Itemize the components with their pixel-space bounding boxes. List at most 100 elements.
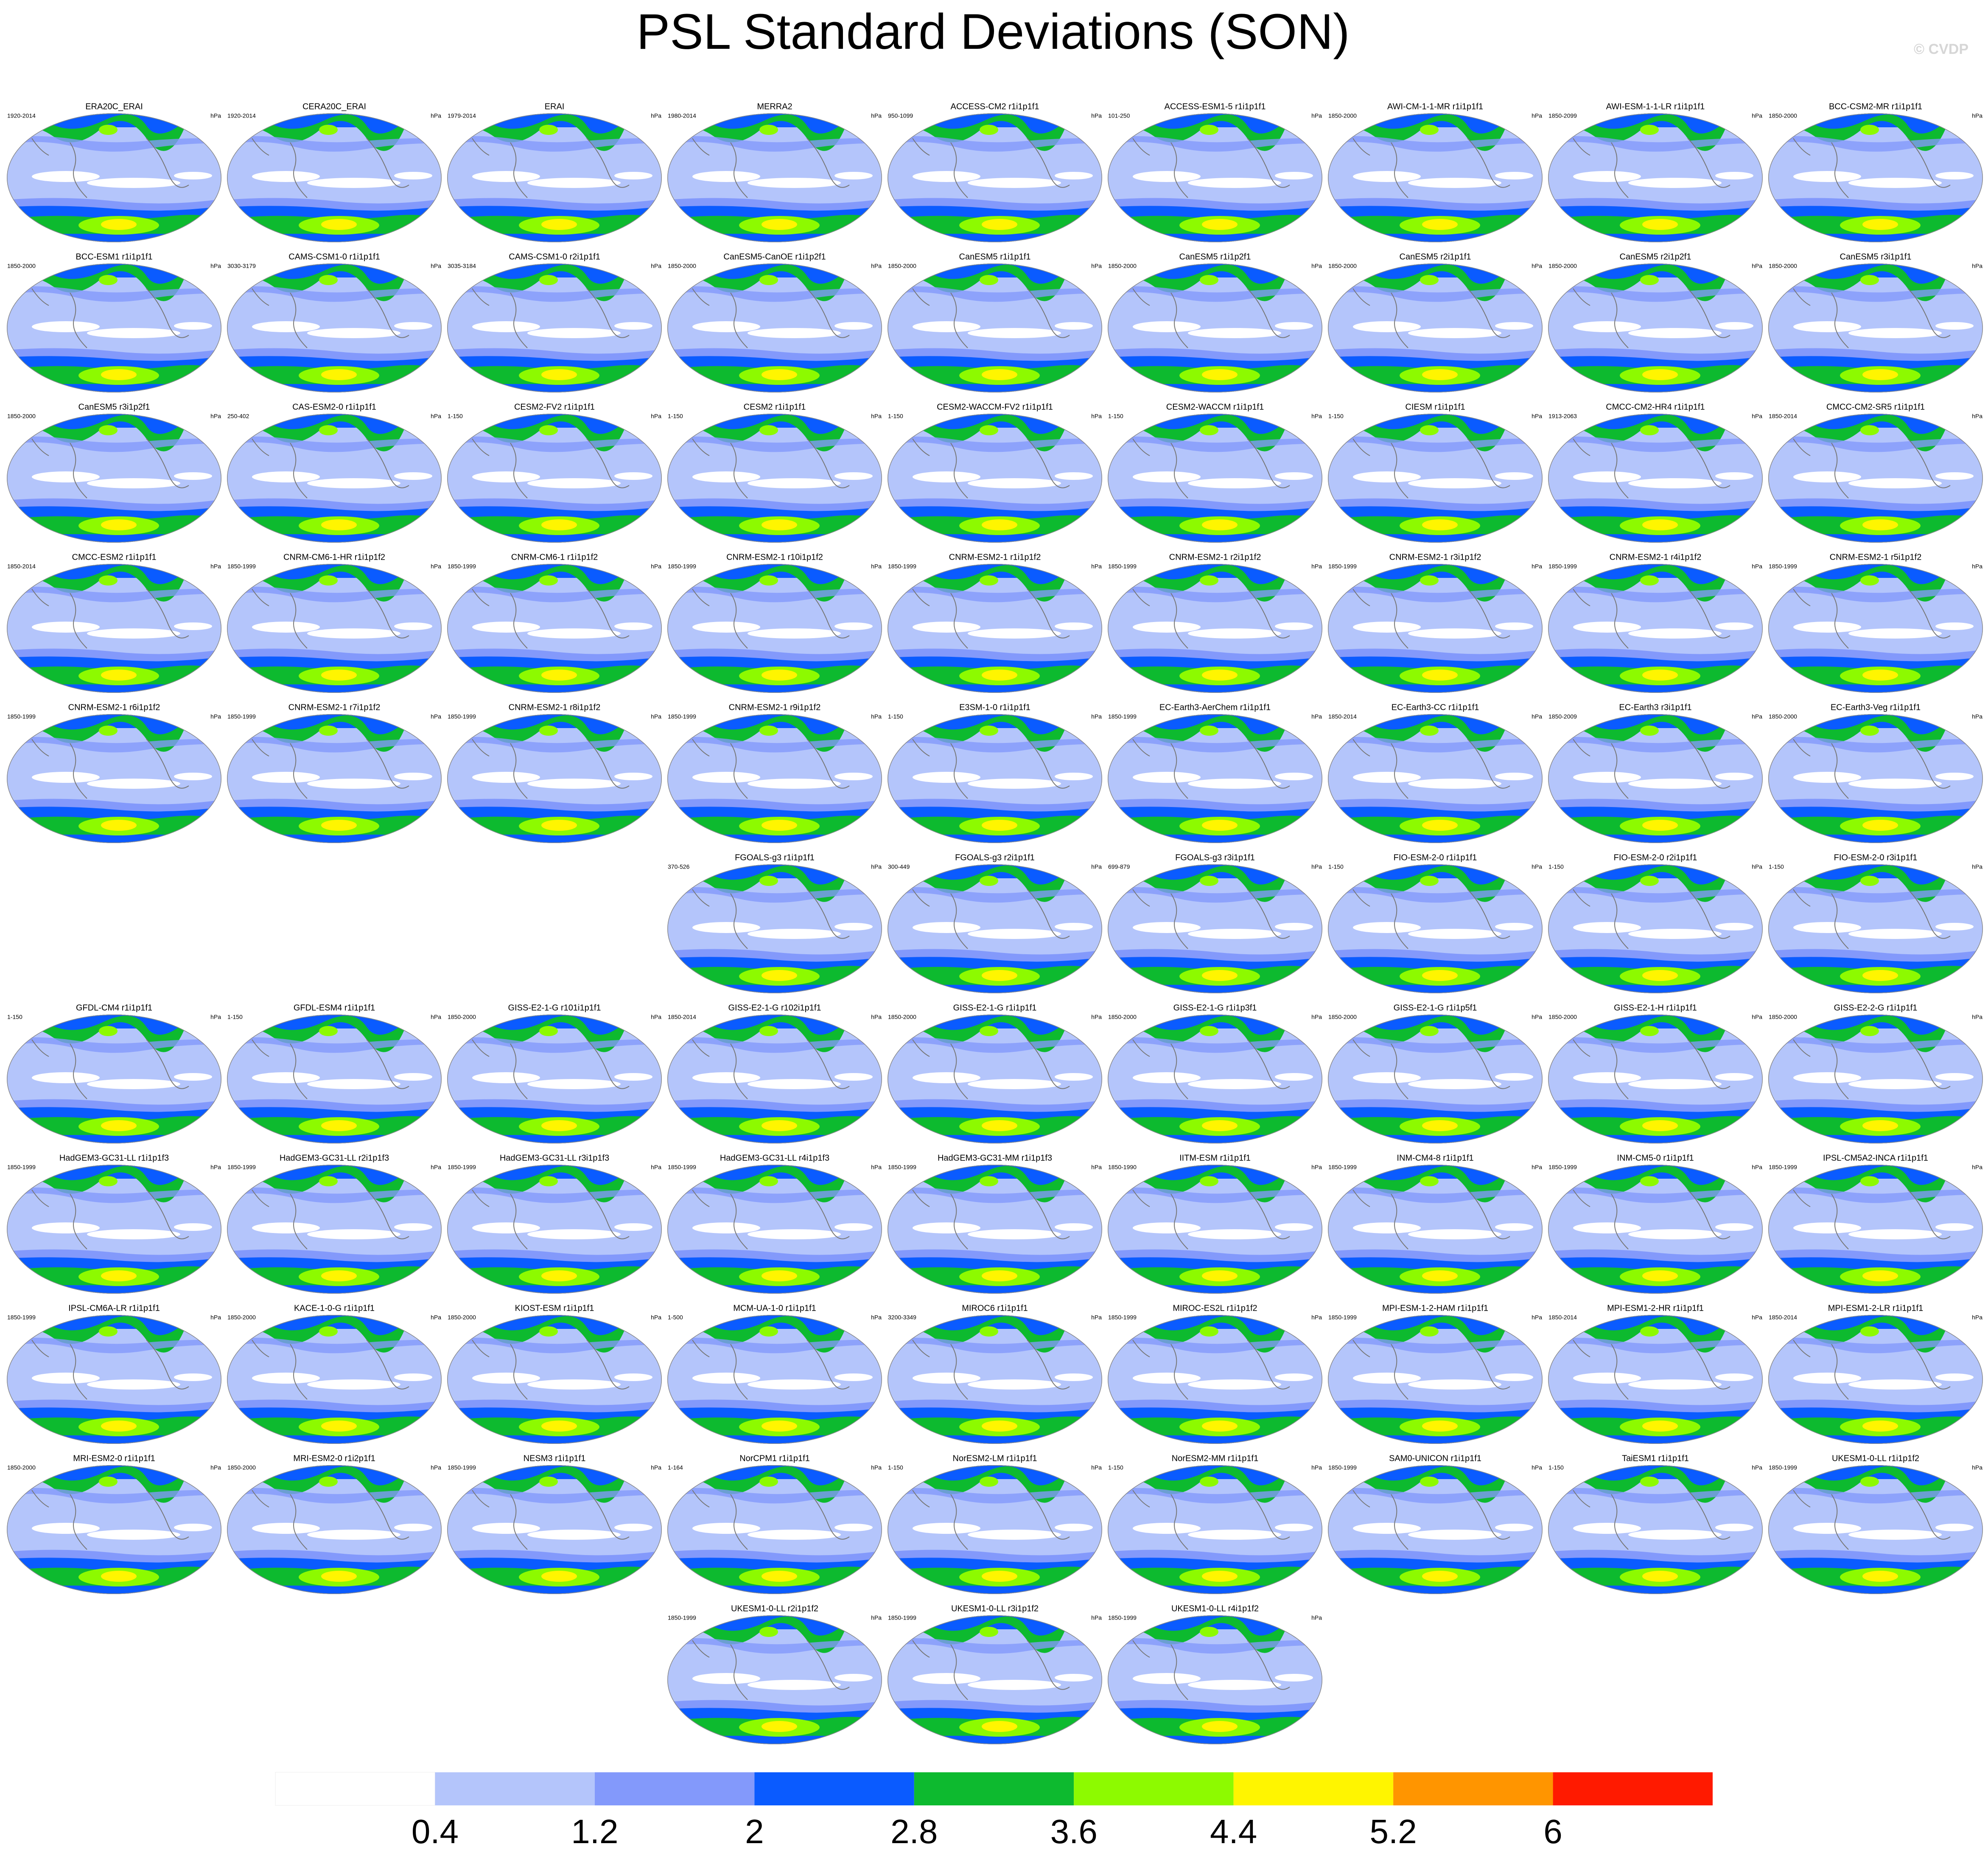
panel-period: 1850-2014: [1769, 413, 1797, 420]
panel-units: hPa: [651, 1014, 661, 1020]
map-panel: CNRM-ESM2-1 r3i1p1f2 1850-1999 hPa: [1327, 552, 1543, 693]
panel-units: hPa: [431, 1314, 441, 1321]
panel-units: hPa: [1972, 713, 1982, 720]
map-panel: CanESM5 r2i1p1f1 1850-2000 hPa: [1327, 252, 1543, 393]
panel-title: CIESM r1i1p1f1: [1405, 402, 1465, 412]
panel-units: hPa: [1752, 1464, 1762, 1471]
panel-units: hPa: [651, 713, 661, 720]
map: [1327, 1157, 1543, 1294]
map-panel: ERA20C_ERAI 1920-2014 hPa: [6, 102, 222, 243]
colorbar-label: 2: [745, 1813, 764, 1850]
map: [447, 706, 662, 844]
map-panel: GISS-E2-1-G r102i1p1f1 1850-2014 hPa: [667, 1003, 882, 1144]
panel-title: MRI-ESM2-0 r1i1p1f1: [73, 1454, 155, 1463]
panel-units: hPa: [1752, 1014, 1762, 1020]
panel-title: CanESM5-CanOE r1i1p2f1: [723, 252, 826, 261]
panel-period: 1850-2000: [1769, 1014, 1797, 1020]
panel-period: 1850-2000: [1328, 1014, 1357, 1020]
map-panel: CESM2-WACCM r1i1p1f1 1-150 hPa: [1107, 402, 1323, 543]
panel-period: 1-150: [1548, 863, 1564, 870]
panel-title: MIROC-ES2L r1i1p1f2: [1173, 1303, 1257, 1313]
map-panel: CAMS-CSM1-0 r1i1p1f1 3030-3179 hPa: [227, 252, 442, 393]
panel-period: 1850-1999: [7, 1164, 36, 1171]
panel-units: hPa: [871, 1164, 882, 1171]
map-panel: CanESM5 r3i1p1f1 1850-2000 hPa: [1768, 252, 1983, 393]
panel-title: INM-CM4-8 r1i1p1f1: [1397, 1153, 1473, 1163]
map-panel: FIO-ESM-2-0 r2i1p1f1 1-150 hPa: [1548, 853, 1763, 994]
map-panel: GFDL-CM4 r1i1p1f1 1-150 hPa: [6, 1003, 222, 1144]
panel-units: hPa: [1532, 1464, 1542, 1471]
panel-title: CNRM-ESM2-1 r6i1p1f2: [68, 703, 160, 712]
map: [1768, 706, 1983, 844]
panel-period: 101-250: [1108, 112, 1130, 119]
map: [6, 556, 222, 693]
colorbar-box: [1233, 1772, 1394, 1805]
panel-units: hPa: [651, 1314, 661, 1321]
panel-units: hPa: [431, 1164, 441, 1171]
panel-title: CMCC-CM2-HR4 r1i1p1f1: [1606, 402, 1705, 412]
panel-units: hPa: [1311, 1614, 1322, 1621]
panel-units: hPa: [431, 1014, 441, 1020]
panel-units: hPa: [1532, 1014, 1542, 1020]
panel-title: NorESM2-LM r1i1p1f1: [953, 1454, 1037, 1463]
panel-period: 1850-1999: [1328, 1464, 1357, 1471]
panel-title: HadGEM3-GC31-LL r1i1p1f3: [59, 1153, 169, 1163]
map: [227, 406, 442, 543]
panel-title: FIO-ESM-2-0 r2i1p1f1: [1614, 853, 1697, 862]
colorbar-label: 3.6: [1050, 1813, 1098, 1850]
map: [1107, 706, 1323, 844]
panel-title: UKESM1-0-LL r3i1p1f2: [951, 1604, 1039, 1613]
map-panel: CanESM5 r1i1p2f1 1850-2000 hPa: [1107, 252, 1323, 393]
panel-title: FIO-ESM-2-0 r3i1p1f1: [1834, 853, 1918, 862]
panel-title: AWI-ESM-1-1-LR r1i1p1f1: [1606, 102, 1705, 111]
panel-period: 1850-1999: [1328, 563, 1357, 570]
panel-units: hPa: [1752, 112, 1762, 119]
panel-period: 1-150: [448, 413, 463, 420]
panel-period: 1850-2014: [7, 563, 36, 570]
map: [227, 1007, 442, 1144]
map-panel: MIROC6 r1i1p1f1 3200-3349 hPa: [887, 1303, 1103, 1444]
map: [1768, 256, 1983, 393]
credit: © CVDP: [1914, 41, 1968, 57]
panel-title: FGOALS-g3 r1i1p1f1: [735, 853, 815, 862]
panel-units: hPa: [431, 563, 441, 570]
panel-units: hPa: [1091, 1314, 1102, 1321]
panel-period: 1913-2063: [1548, 413, 1577, 420]
panel-period: 1850-1999: [1108, 713, 1137, 720]
map: [1327, 106, 1543, 243]
panel-title: FIO-ESM-2-0 r1i1p1f1: [1394, 853, 1477, 862]
map: [1107, 857, 1323, 994]
panel-title: CNRM-ESM2-1 r10i1p1f2: [726, 552, 823, 562]
colorbar-box: [1074, 1772, 1234, 1805]
map-panel: CESM2-WACCM-FV2 r1i1p1f1 1-150 hPa: [887, 402, 1103, 543]
panel-period: 1850-1999: [1108, 1614, 1137, 1621]
panel-title: SAM0-UNICON r1i1p1f1: [1389, 1454, 1481, 1463]
panel-units: hPa: [1091, 563, 1102, 570]
colorbar-box: [594, 1772, 755, 1805]
map-panel: CNRM-ESM2-1 r7i1p1f2 1850-1999 hPa: [227, 703, 442, 844]
map-panel: CNRM-CM6-1-HR r1i1p1f2 1850-1999 hPa: [227, 552, 442, 693]
panel-units: hPa: [431, 263, 441, 269]
panel-title: NorESM2-MM r1i1p1f1: [1172, 1454, 1259, 1463]
panel-title: E3SM-1-0 r1i1p1f1: [959, 703, 1030, 712]
map: [447, 256, 662, 393]
panel-period: 1850-1999: [1769, 1464, 1797, 1471]
map-panel: MRI-ESM2-0 r1i1p1f1 1850-2000 hPa: [6, 1454, 222, 1595]
map: [1548, 1457, 1763, 1595]
panel-title: GFDL-CM4 r1i1p1f1: [76, 1003, 152, 1012]
map-panel: CNRM-ESM2-1 r5i1p1f2 1850-1999 hPa: [1768, 552, 1983, 693]
colorbar-label: 5.2: [1370, 1813, 1417, 1850]
map-panel: FGOALS-g3 r1i1p1f1 370-526 hPa: [667, 853, 882, 994]
map-panel: ACCESS-CM2 r1i1p1f1 950-1099 hPa: [887, 102, 1103, 243]
map: [1548, 1007, 1763, 1144]
map-panel: NorCPM1 r1i1p1f1 1-164 hPa: [667, 1454, 882, 1595]
panel-units: hPa: [431, 112, 441, 119]
panel-title: EC-Earth3-Veg r1i1p1f1: [1831, 703, 1921, 712]
panel-units: hPa: [1311, 563, 1322, 570]
panel-title: EC-Earth3-AerChem r1i1p1f1: [1159, 703, 1271, 712]
panel-title: CNRM-ESM2-1 r8i1p1f2: [509, 703, 601, 712]
panel-title: TaiESM1 r1i1p1f1: [1622, 1454, 1689, 1463]
map: [1107, 256, 1323, 393]
panel-units: hPa: [1972, 563, 1982, 570]
